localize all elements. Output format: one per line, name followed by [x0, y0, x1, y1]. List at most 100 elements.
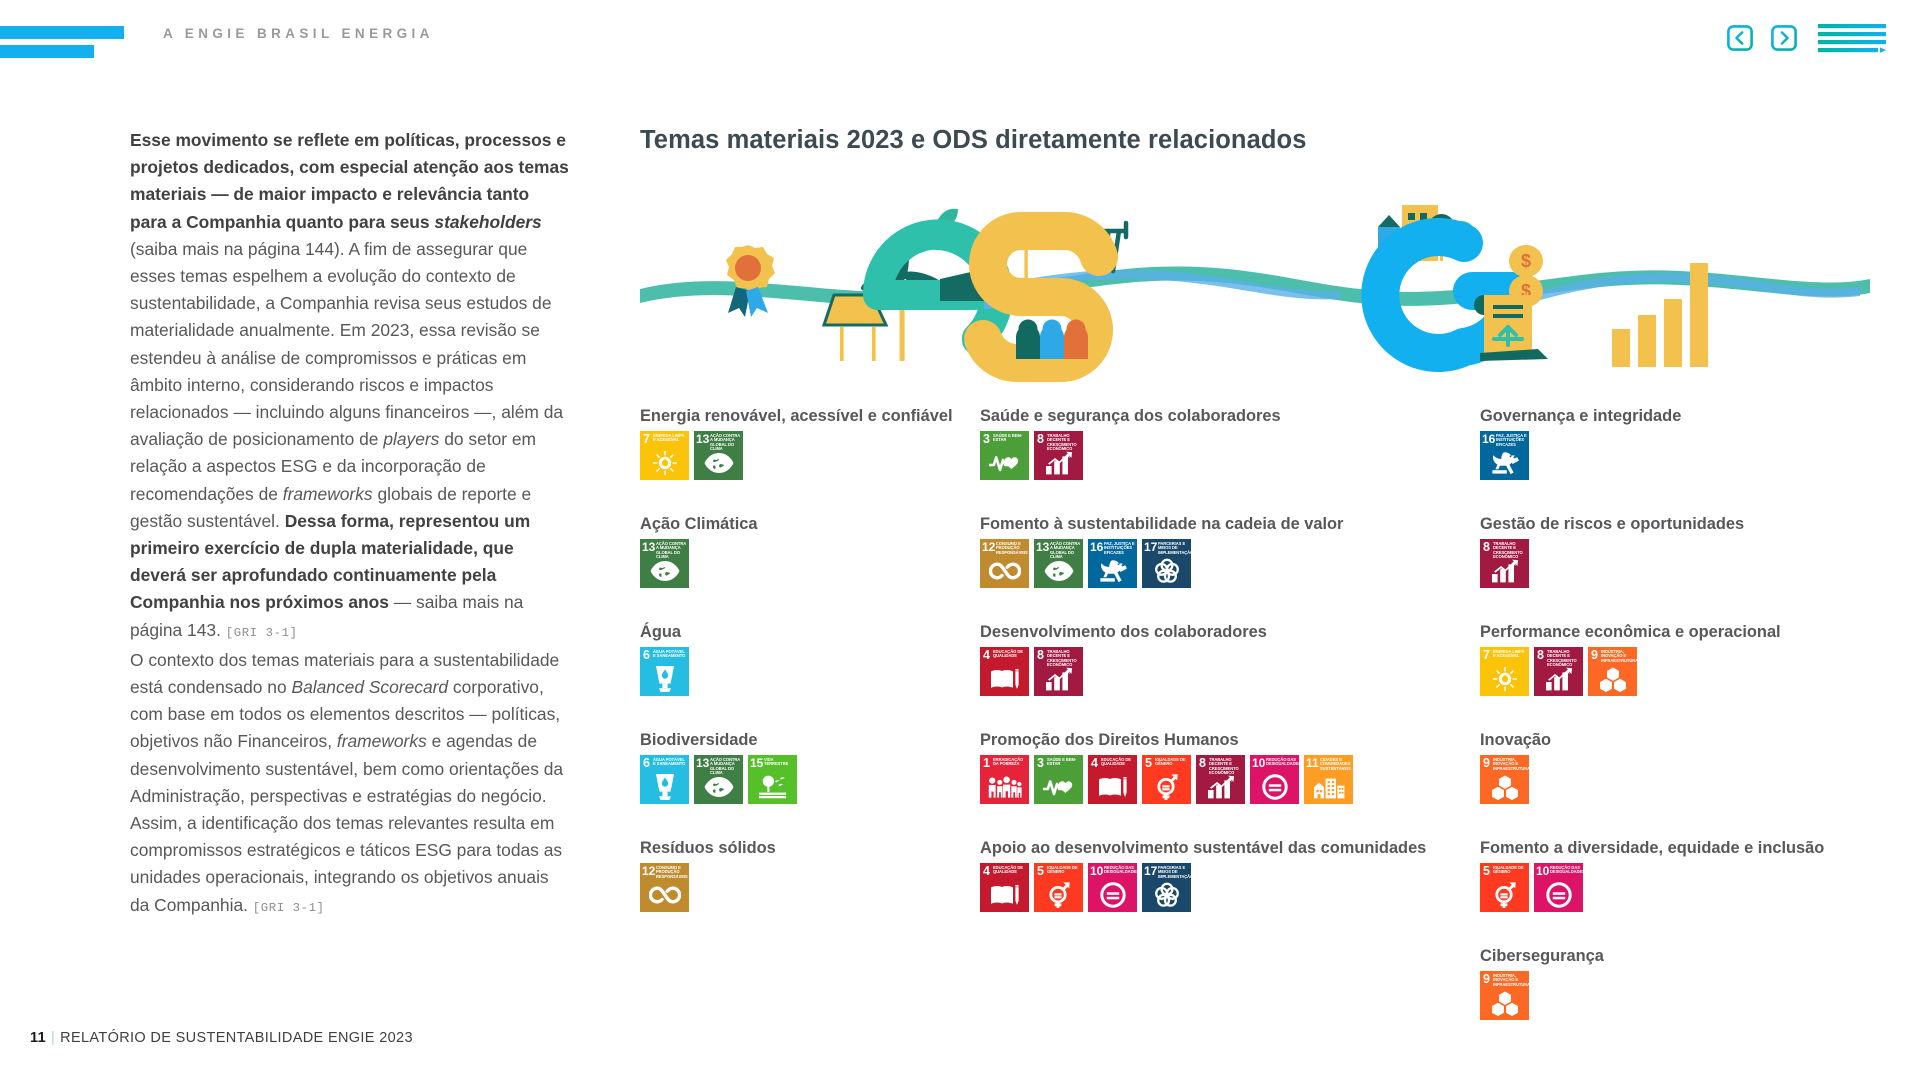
article-text-column: Esse movimento se reflete em políticas, … — [130, 127, 570, 922]
growth-chart-icon — [1480, 556, 1529, 586]
sdg-icon-7[interactable]: 7 Energia limpa e acessível — [1480, 647, 1529, 696]
sdg-icon-8[interactable]: 8 Trabalho decente e crescimento econômic… — [1034, 647, 1083, 696]
p1-body-1: (saiba mais na página 144). A fim de ass… — [130, 238, 564, 450]
sdg-icon-8[interactable]: 8 Trabalho decente e crescimento econômic… — [1034, 431, 1083, 480]
sdg-icon-13[interactable]: 13 Ação contra a mudança global do clima — [640, 539, 689, 588]
sdg-caption: Energia limpa e acessível — [653, 432, 685, 443]
gri-tag-paragraph-2: [GRI 3-1] — [252, 900, 325, 915]
sdg-icon-13[interactable]: 13 Ação contra a mudança global do clima — [694, 431, 743, 480]
hamburger-menu-icon[interactable] — [1818, 22, 1886, 54]
sdg-icon-3[interactable]: 3 Saúde e bem-estar — [980, 431, 1029, 480]
sdg-caption: Consumo e produção responsáveis — [996, 540, 1028, 555]
sdg-icon-1[interactable]: 1 Erradicação da pobreza — [980, 755, 1029, 804]
sdg-caption: Redução das desigualdades — [1550, 864, 1583, 875]
sdg-caption: Indústria, inovação e infraestrutura — [1493, 756, 1529, 771]
sdg-number: 12 — [982, 540, 996, 554]
sdg-icon-10[interactable]: 10 Redução das desigualdades — [1250, 755, 1299, 804]
sdg-caption: Água potável e saneamento — [653, 648, 686, 659]
sdg-icon-9[interactable]: 9 Indústria, inovação e infraestrutura — [1480, 971, 1529, 1020]
sdg-caption: Erradicação da pobreza — [993, 756, 1024, 767]
sdg-number: 8 — [1037, 648, 1044, 662]
sdg-caption: Trabalho decente e crescimento econômico — [1047, 432, 1077, 452]
sdg-icon-row: 16 Paz, justiça e instituições eficazes — [1480, 431, 1870, 480]
sdg-icon-row: 6 Água potável e saneamento 13 Ação contra… — [640, 755, 940, 804]
sdg-number: 10 — [1090, 864, 1104, 878]
previous-page-button[interactable] — [1727, 25, 1753, 51]
sdg-caption: Redução das desigualdades — [1266, 756, 1299, 767]
sdg-number: 9 — [1483, 756, 1490, 770]
sdg-number: 8 — [1483, 540, 1490, 554]
sdg-icon-9[interactable]: 9 Indústria, inovação e infraestrutura — [1588, 647, 1637, 696]
sdg-icon-12[interactable]: 12 Consumo e produção responsáveis — [640, 863, 689, 912]
people-family-icon — [980, 772, 1029, 802]
sdg-number: 8 — [1037, 432, 1044, 446]
sdg-caption: Educação de qualidade — [1101, 756, 1131, 767]
sdg-icon-6[interactable]: 6 Água potável e saneamento — [640, 755, 689, 804]
sdg-icon-8[interactable]: 8 Trabalho decente e crescimento econômic… — [1480, 539, 1529, 588]
sdg-icon-16[interactable]: 16 Paz, justiça e instituições eficazes — [1088, 539, 1137, 588]
sdg-caption: Ação contra a mudança global do clima — [710, 432, 740, 452]
header-brand-title: A ENGIE BRASIL ENERGIA — [163, 26, 434, 41]
sdg-icon-16[interactable]: 16 Paz, justiça e instituições eficazes — [1480, 431, 1529, 480]
sdg-icon-3[interactable]: 3 Saúde e bem-estar — [1034, 755, 1083, 804]
equals-circle-icon — [1534, 880, 1583, 910]
sdg-icon-5[interactable]: 5 Igualdade de gênero — [1480, 863, 1529, 912]
sdg-number: 17 — [1144, 864, 1158, 878]
cubes-icon — [1480, 988, 1529, 1018]
sdg-icon-8[interactable]: 8 Trabalho decente e crescimento econômic… — [1534, 647, 1583, 696]
sdg-caption: Saúde e bem-estar — [1047, 756, 1077, 767]
sdg-icon-15[interactable]: 15 Vida terrestre — [748, 755, 797, 804]
sdg-icon-8[interactable]: 8 Trabalho decente e crescimento econômic… — [1196, 755, 1245, 804]
growth-chart-icon — [1034, 664, 1083, 694]
sdg-icon-row: 8 Trabalho decente e crescimento econômic… — [1480, 539, 1870, 588]
material-theme-block: Apoio ao desenvolvimento sustentável das… — [980, 838, 1427, 912]
sdg-icon-6[interactable]: 6 Água potável e saneamento — [640, 647, 689, 696]
sdg-number: 3 — [983, 432, 990, 446]
sdg-icon-5[interactable]: 5 Igualdade de gênero — [1142, 755, 1191, 804]
sdg-icon-12[interactable]: 12 Consumo e produção responsáveis — [980, 539, 1029, 588]
sdg-icon-4[interactable]: 4 Educação de qualidade — [980, 863, 1029, 912]
sdg-number: 13 — [696, 432, 710, 446]
sun-power-icon — [640, 448, 689, 478]
p2-italic-frameworks: frameworks — [336, 731, 427, 752]
sdg-icon-10[interactable]: 10 Redução das desigualdades — [1088, 863, 1137, 912]
sdg-icon-row: 12 Consumo e produção responsáveis 13 Ação… — [980, 539, 1410, 588]
sdg-number: 4 — [1091, 756, 1098, 770]
p1-body-2: do setor em relação a aspectos ESG e da … — [130, 429, 537, 504]
material-theme-label: Apoio ao desenvolvimento sustentável das… — [980, 839, 1427, 857]
sdg-icon-17[interactable]: 17 Parcerias e meios de implementação — [1142, 863, 1191, 912]
sdg-icon-5[interactable]: 5 Igualdade de gênero — [1034, 863, 1083, 912]
sdg-icon-11[interactable]: 11 Cidades e comunidades sustentáveis — [1304, 755, 1353, 804]
eye-earth-icon — [640, 556, 689, 586]
sdg-icon-row: 7 Energia limpa e acessível 8 Trabalho dec… — [1480, 647, 1870, 696]
book-pencil-icon — [980, 664, 1029, 694]
material-theme-label: Saúde e segurança dos colaboradores — [980, 407, 1281, 425]
eye-earth-icon — [1034, 556, 1083, 586]
sdg-icon-9[interactable]: 9 Indústria, inovação e infraestrutura — [1480, 755, 1529, 804]
footer-page-number: 11 — [30, 1030, 47, 1046]
sdg-caption: Trabalho decente e crescimento econômico — [1547, 648, 1577, 668]
sdg-caption: Energia limpa e acessível — [1493, 648, 1525, 659]
book-pencil-icon — [980, 880, 1029, 910]
sdg-icon-4[interactable]: 4 Educação de qualidade — [1088, 755, 1137, 804]
next-page-button[interactable] — [1771, 25, 1797, 51]
sdg-caption: Trabalho decente e crescimento econômico — [1493, 540, 1523, 560]
sdg-icon-4[interactable]: 4 Educação de qualidade — [980, 647, 1029, 696]
sdg-caption: Água potável e saneamento — [653, 756, 686, 767]
sdg-icon-13[interactable]: 13 Ação contra a mudança global do clima — [1034, 539, 1083, 588]
sdg-number: 11 — [1306, 756, 1319, 770]
gender-equality-icon — [1142, 772, 1191, 802]
sdg-caption: Cidades e comunidades sustentáveis — [1320, 756, 1351, 771]
sdg-icon-10[interactable]: 10 Redução das desigualdades — [1534, 863, 1583, 912]
material-theme-label: Resíduos sólidos — [640, 839, 776, 857]
equals-circle-icon — [1250, 772, 1299, 802]
sdg-icon-17[interactable]: 17 Parcerias e meios de implementação — [1142, 539, 1191, 588]
page-header: A ENGIE BRASIL ENERGIA — [0, 0, 1920, 72]
sdg-number: 13 — [696, 756, 710, 770]
material-theme-label: Fomento a diversidade, equidade e inclus… — [1480, 839, 1825, 857]
sdg-icon-7[interactable]: 7 Energia limpa e acessível — [640, 431, 689, 480]
sdg-icon-13[interactable]: 13 Ação contra a mudança global do clima — [694, 755, 743, 804]
sdg-icon-row: 1 Erradicação da pobreza 3 Saúde e bem-est… — [980, 755, 1410, 804]
page-footer: 11 | RELATÓRIO DE SUSTENTABILIDADE ENGIE 2… — [30, 1030, 413, 1046]
dove-gavel-icon — [1088, 556, 1137, 586]
